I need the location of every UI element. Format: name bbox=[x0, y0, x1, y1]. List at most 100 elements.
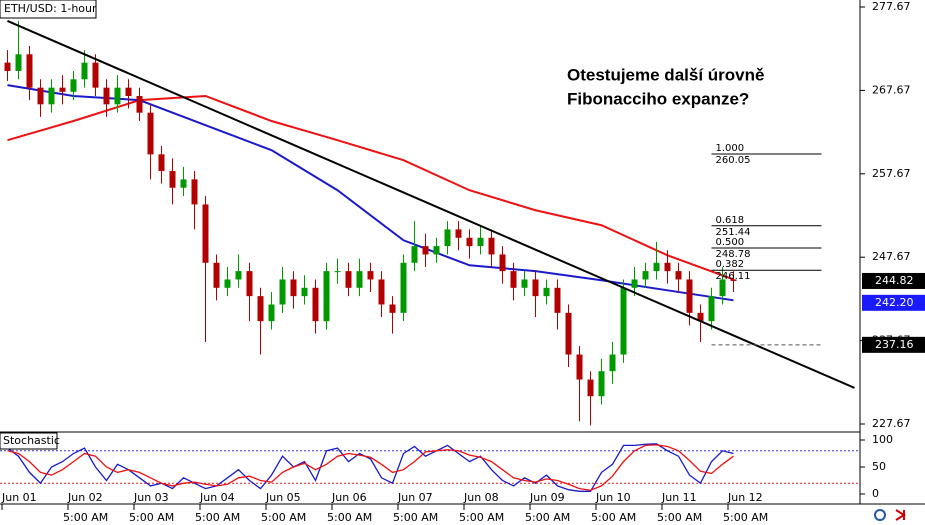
icon[interactable] bbox=[895, 509, 906, 521]
price-label: 237.16 bbox=[875, 338, 914, 351]
candle-body bbox=[136, 95, 143, 113]
candle-body bbox=[477, 237, 484, 247]
candle-body bbox=[598, 371, 605, 397]
stochastic-pane bbox=[0, 443, 860, 492]
x-time-label: 5:00 AM bbox=[459, 511, 504, 524]
y-tick-label: 247.67 bbox=[872, 250, 911, 263]
candle-body bbox=[180, 179, 187, 188]
fib-ratio: 0.500 bbox=[716, 237, 745, 248]
candle-body bbox=[345, 271, 352, 288]
pane-title: Stochastic bbox=[3, 434, 60, 447]
candle-body bbox=[4, 62, 11, 71]
x-time-label: 5:00 AM bbox=[327, 511, 372, 524]
candle-body bbox=[334, 271, 341, 273]
x-tick-label: Jun 08 bbox=[463, 491, 499, 504]
icon[interactable] bbox=[874, 509, 886, 521]
y-tick-label: 267.67 bbox=[872, 83, 911, 96]
candle-body bbox=[37, 87, 44, 105]
candle-body bbox=[158, 154, 165, 172]
candle-body bbox=[697, 312, 704, 322]
title-box bbox=[0, 0, 97, 19]
x-time-label: 5:00 AM bbox=[195, 511, 240, 524]
candle-body bbox=[301, 287, 308, 297]
fib-ratio: 1.000 bbox=[716, 143, 745, 154]
y-tick-label: 0 bbox=[872, 487, 879, 500]
x-tick-label: Jun 05 bbox=[265, 491, 301, 504]
x-time-label: 5:00 AM bbox=[63, 511, 108, 524]
candle-body bbox=[686, 279, 693, 313]
candle-body bbox=[246, 271, 253, 297]
candle-body bbox=[279, 279, 286, 305]
chart-title: ETH/USD: 1-hour bbox=[4, 2, 97, 15]
fib-price: 246.11 bbox=[716, 271, 751, 282]
x-time-label: 5:00 AM bbox=[525, 511, 570, 524]
fib-ratio: 0.618 bbox=[716, 215, 745, 226]
candle-body bbox=[587, 379, 594, 397]
y-tick-label: 227.67 bbox=[872, 417, 911, 430]
candle-body bbox=[422, 246, 429, 255]
price-label: 242.20 bbox=[875, 296, 914, 309]
candle-body bbox=[675, 271, 682, 280]
candle-body bbox=[213, 262, 220, 288]
annotation: Fibonacciho expanze? bbox=[567, 89, 749, 108]
candle-body bbox=[356, 271, 363, 288]
candle-body bbox=[290, 279, 297, 297]
candle-body bbox=[719, 279, 726, 297]
candle-body bbox=[92, 62, 99, 88]
x-tick-label: Jun 07 bbox=[397, 491, 433, 504]
candle-body bbox=[378, 279, 385, 305]
candle-body bbox=[312, 287, 319, 322]
candle-body bbox=[323, 271, 330, 322]
candle-body bbox=[521, 279, 528, 288]
y-tick-label: 50 bbox=[872, 460, 886, 473]
fib-price: 260.05 bbox=[716, 155, 751, 166]
candle-body bbox=[389, 304, 396, 313]
x-time-label: 5:00 AM bbox=[657, 511, 702, 524]
x-tick-label: Jun 02 bbox=[67, 491, 103, 504]
candle-body bbox=[708, 296, 715, 322]
candle-body bbox=[631, 279, 638, 288]
candle-body bbox=[532, 279, 539, 297]
candle-body bbox=[191, 179, 198, 205]
candle-body bbox=[488, 237, 495, 255]
candle-body bbox=[565, 312, 572, 355]
price-label-box bbox=[862, 294, 925, 311]
candle-body bbox=[224, 279, 231, 288]
candle-body bbox=[554, 287, 561, 313]
candle-body bbox=[730, 279, 737, 281]
candle-body bbox=[103, 87, 110, 105]
candle-body bbox=[499, 254, 506, 272]
candle-body bbox=[609, 354, 616, 372]
trendline bbox=[7, 20, 855, 389]
y-tick-label: 257.67 bbox=[872, 167, 911, 180]
candle-body bbox=[202, 204, 209, 263]
x-time-label: 5:00 AM bbox=[723, 511, 768, 524]
candle-body bbox=[169, 171, 176, 188]
candle-body bbox=[466, 237, 473, 247]
candle-body bbox=[444, 229, 451, 247]
pane-title-box bbox=[0, 432, 58, 450]
x-time-label: 5:00 AM bbox=[591, 511, 636, 524]
candle-body bbox=[367, 271, 374, 280]
candle-body bbox=[48, 87, 55, 105]
x-tick-label: Jun 03 bbox=[133, 491, 169, 504]
candle-body bbox=[620, 287, 627, 355]
x-tick-label: Jun 09 bbox=[529, 491, 565, 504]
toolbar-icons[interactable] bbox=[874, 509, 906, 521]
x-tick-label: Jun 10 bbox=[595, 491, 631, 504]
candle-body bbox=[455, 229, 462, 238]
candle-body bbox=[433, 246, 440, 255]
x-tick-label: Jun 11 bbox=[661, 491, 697, 504]
fib-ratio: 0.382 bbox=[716, 259, 745, 270]
price-label-box bbox=[862, 336, 925, 353]
candle-body bbox=[543, 287, 550, 297]
y-tick-label: 100 bbox=[872, 433, 893, 446]
candle-body bbox=[15, 54, 22, 71]
candle-body bbox=[576, 354, 583, 380]
candle-body bbox=[257, 296, 264, 322]
candle-body bbox=[411, 246, 418, 263]
candle-body bbox=[26, 54, 33, 88]
